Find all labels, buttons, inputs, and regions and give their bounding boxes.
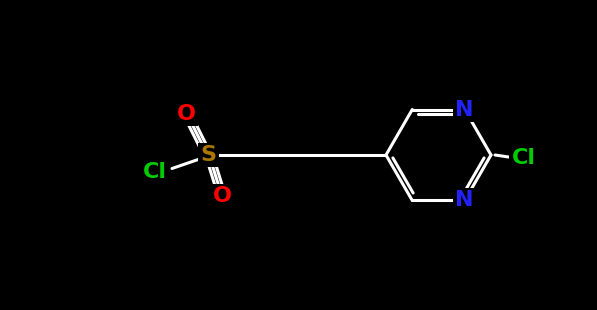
Text: N: N xyxy=(456,190,474,210)
Text: Cl: Cl xyxy=(512,148,536,167)
Text: N: N xyxy=(456,100,474,120)
Text: S: S xyxy=(201,145,217,165)
Text: O: O xyxy=(177,104,195,124)
Text: O: O xyxy=(213,186,232,206)
Text: Cl: Cl xyxy=(143,162,167,183)
